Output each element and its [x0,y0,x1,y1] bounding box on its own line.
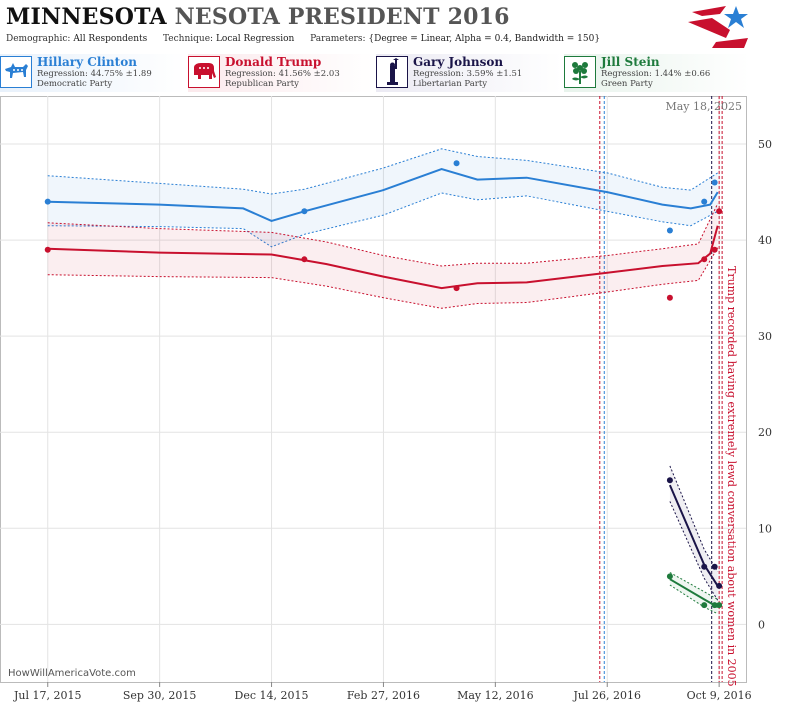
candidate-card-johnson[interactable]: Gary Johnson Regression: 3.59% ±1.51 Lib… [376,54,562,92]
statue-of-liberty-icon [376,56,408,88]
y-tick-label: 20 [758,426,772,439]
poll-point [44,246,51,253]
confidence-band [47,148,718,247]
x-tick-label: Jul 17, 2015 [13,689,82,702]
plot-frame [0,96,747,683]
series-group [44,148,719,248]
confidence-band [47,203,718,309]
candidate-party: Republican Party [225,79,299,89]
poll-point [716,208,723,215]
y-tick-label: 40 [758,234,772,247]
parameters-value[interactable]: {Degree = Linear, Alpha = 0.4, Bandwidth… [368,34,601,44]
poll-point [666,227,673,234]
candidate-name: Donald Trump [225,55,322,69]
candidate-regression: Regression: 41.56% ±2.03 [225,69,340,79]
date-label: May 18, 2025 [665,100,742,113]
poll-point [701,256,708,263]
poll-point [666,294,673,301]
series-group [44,203,723,309]
candidate-name: Gary Johnson [413,55,504,69]
regression-line [47,225,719,290]
lower-bound-line [669,501,719,601]
x-tick-label: Oct 9, 2016 [687,689,752,702]
x-tick-label: Feb 27, 2016 [347,689,420,702]
candidate-card-clinton[interactable]: Hillary Clinton Regression: 44.75% ±1.89… [0,54,186,92]
candidate-card-trump[interactable]: Donald Trump Regression: 41.56% ±2.03 Re… [188,54,374,92]
lower-bound-line [47,247,719,309]
parameters-label: Parameters: [310,34,366,44]
regression-line [47,167,719,222]
title-rest: NESOTA PRESIDENT 2016 [174,4,510,30]
candidate-card-stein[interactable]: Jill Stein Regression: 1.44% ±0.66 Green… [564,54,750,92]
poll-point [701,602,708,609]
poll-point [716,582,723,589]
technique-value[interactable]: Local Regression [215,34,295,44]
page-title: MINNESOTA NESOTA PRESIDENT 2016 [6,4,510,30]
candidate-party: Libertarian Party [413,79,488,89]
poll-point [666,477,673,484]
x-tick-label: Dec 14, 2015 [235,689,309,702]
poll-point [711,563,718,570]
candidate-regression: Regression: 44.75% ±1.89 [37,69,152,79]
poll-point [711,179,718,186]
series-group [666,465,723,601]
x-tick-label: Sep 30, 2015 [123,689,197,702]
demographic-value[interactable]: All Respondents [73,34,148,44]
poll-point [666,573,673,580]
site-footer[interactable]: HowWillAmericaVote.com [8,668,136,679]
y-tick-label: 0 [758,618,765,631]
y-tick-label: 30 [758,330,772,343]
title-state: MINNESOTA [6,4,167,30]
y-tick-label: 50 [758,138,772,151]
donkey-icon [0,56,32,88]
poll-point [44,198,51,205]
x-tick-label: Jul 26, 2016 [572,689,641,702]
poll-point [301,256,308,263]
candidate-party: Green Party [601,79,653,89]
upper-bound-line [47,148,718,195]
poll-point [711,246,718,253]
poll-point [716,602,723,609]
annotation-text: Trump recorded having extremely lewd con… [725,266,738,687]
candidate-name: Hillary Clinton [37,55,137,69]
elephant-icon [188,56,220,88]
poll-point [453,285,460,292]
series-group [666,572,723,615]
poll-point [711,602,718,609]
poll-point [701,198,708,205]
y-tick-label: 10 [758,522,772,535]
poll-point [453,160,460,167]
candidate-name: Jill Stein [601,55,660,69]
candidate-legend: Hillary Clinton Regression: 44.75% ±1.89… [0,54,789,94]
candidate-regression: Regression: 1.44% ±0.66 [601,69,711,79]
candidate-party: Democratic Party [37,79,113,89]
x-tick-label: May 12, 2016 [457,689,534,702]
candidate-regression: Regression: 3.59% ±1.51 [413,69,523,79]
poll-point [301,208,308,215]
flower-icon [564,56,596,88]
upper-bound-line [47,203,719,267]
site-logo-icon[interactable] [686,2,752,50]
parameters-bar: Demographic: All Respondents Technique: … [6,34,600,44]
demographic-label: Demographic: [6,34,71,44]
technique-label: Technique: [163,34,214,44]
poll-point [701,563,708,570]
upper-bound-line [669,572,718,600]
